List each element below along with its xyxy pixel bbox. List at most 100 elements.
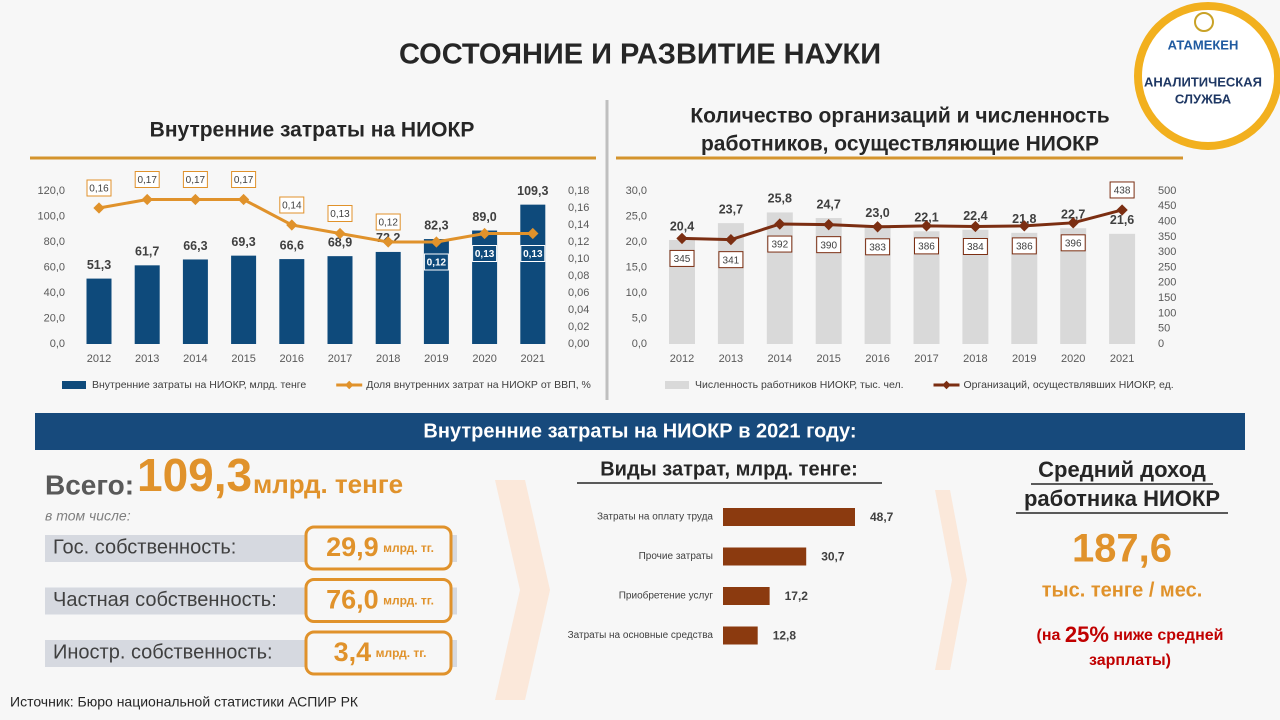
y2-tick-label: 300 <box>1158 246 1176 258</box>
bar <box>723 626 758 645</box>
data-label: 66,3 <box>183 239 207 253</box>
label-box <box>327 205 353 222</box>
data-label: 392 <box>771 240 788 251</box>
data-label: 384 <box>967 242 984 253</box>
chart-title: Количество организаций и численность <box>690 105 1109 128</box>
x-tick-label: 2015 <box>231 353 255 365</box>
ownership-value: 29,9 млрд. тг. <box>326 532 434 562</box>
data-label: 0,13 <box>330 209 350 220</box>
line-point <box>920 220 933 232</box>
label-box <box>520 245 546 262</box>
data-label: 345 <box>674 254 691 265</box>
line-point <box>382 236 394 248</box>
bar <box>723 547 807 566</box>
y-tick-label: 0,0 <box>50 338 65 350</box>
label-box <box>816 236 842 254</box>
data-label: 383 <box>869 242 886 253</box>
x-tick-label: 2016 <box>280 353 304 365</box>
y2-tick-label: 250 <box>1158 261 1176 273</box>
line-point <box>189 193 202 206</box>
data-label: 0,17 <box>234 175 254 186</box>
bar <box>134 265 160 344</box>
x-tick-label: 2019 <box>1012 353 1036 365</box>
label-box <box>375 213 401 231</box>
line-point <box>676 232 688 245</box>
y-tick-label: 120,0 <box>37 185 65 197</box>
y2-tick-label: 0,18 <box>568 185 589 197</box>
data-label: 24,7 <box>817 197 841 211</box>
legend-label: Организаций, осуществлявших НИОКР, ед. <box>964 379 1174 391</box>
label-box <box>718 251 744 269</box>
line-point <box>823 219 835 231</box>
logo-service: АНАЛИТИЧЕСКАЯ <box>1144 74 1262 89</box>
line-point <box>237 193 250 206</box>
y2-tick-label: 0 <box>1158 338 1164 350</box>
bar <box>1109 233 1136 344</box>
y2-tick-label: 200 <box>1158 277 1176 289</box>
data-label: 89,0 <box>472 210 496 224</box>
x-tick-label: 2013 <box>135 353 159 365</box>
bar <box>231 255 257 344</box>
label-box <box>423 253 449 271</box>
note-text: ниже средней <box>1113 627 1223 644</box>
total-unit: млрд. тенге <box>253 469 403 499</box>
data-label: 23,7 <box>719 202 743 216</box>
label-box <box>669 249 695 267</box>
total-value: 109,3 <box>137 449 252 501</box>
y-tick-label: 30,0 <box>626 185 647 197</box>
y-tick-label: 25,0 <box>626 210 647 222</box>
data-label: 17,2 <box>785 589 809 603</box>
category-label: Затраты на оплату труда <box>597 512 713 523</box>
x-tick-label: 2020 <box>1061 353 1085 365</box>
y2-tick-label: 450 <box>1158 200 1176 212</box>
y-tick-label: 100,0 <box>37 210 65 222</box>
y2-tick-label: 50 <box>1158 323 1170 335</box>
ownership-label: Гос. собственность: <box>53 536 236 558</box>
data-label: 12,8 <box>773 629 797 643</box>
category-label: Приобретение услуг <box>619 590 714 602</box>
x-tick-label: 2014 <box>183 353 207 365</box>
label-box <box>86 179 112 197</box>
data-label: 20,4 <box>670 219 694 233</box>
line-point <box>141 193 153 206</box>
line-point <box>1067 217 1079 229</box>
data-label: 22,1 <box>914 211 938 225</box>
ownership-box <box>304 525 453 571</box>
y2-tick-label: 0,02 <box>568 321 589 333</box>
source: Источник: Бюро национальной статистики А… <box>10 694 359 710</box>
unit: млрд. тг. <box>376 646 427 660</box>
line-point <box>334 227 346 240</box>
legend-label: Доля внутренних затрат на НИОКР от ВВП, … <box>366 379 591 391</box>
x-tick-label: 2012 <box>670 353 694 365</box>
data-label: 386 <box>918 242 935 253</box>
y2-tick-label: 0,10 <box>568 253 589 265</box>
legend-swatch <box>344 380 354 390</box>
data-label: 438 <box>1114 186 1131 197</box>
data-label: 68,9 <box>328 235 352 249</box>
value: 3,4 <box>334 637 372 667</box>
chart-title: Внутренние затраты на НИОКР <box>150 119 475 142</box>
arrow <box>935 490 967 670</box>
y2-tick-label: 350 <box>1158 231 1176 243</box>
slide-title: СОСТОЯНИЕ И РАЗВИТИЕ НАУКИ <box>399 39 881 71</box>
legend-swatch <box>942 380 951 390</box>
label-box <box>472 245 498 262</box>
total-note: в том числе: <box>45 508 131 524</box>
logo-service: СЛУЖБА <box>1175 91 1232 106</box>
ownership-label: Частная собственность: <box>53 589 277 611</box>
banner <box>35 413 1245 450</box>
label-box <box>279 196 305 214</box>
unit: млрд. тг. <box>383 594 434 608</box>
logo-ring <box>1134 2 1280 150</box>
line-point <box>478 227 491 240</box>
label-box <box>767 235 793 253</box>
label-box <box>1060 234 1086 252</box>
bar <box>279 259 305 344</box>
line-point <box>1116 204 1128 216</box>
data-label: 30,7 <box>821 550 845 564</box>
note-percent: 25% <box>1065 622 1109 647</box>
data-label: 66,6 <box>280 238 304 252</box>
data-label: 23,0 <box>865 206 889 220</box>
legend-label: Численность работников НИОКР, тыс. чел. <box>695 379 904 391</box>
y2-tick-label: 0,16 <box>568 202 589 214</box>
